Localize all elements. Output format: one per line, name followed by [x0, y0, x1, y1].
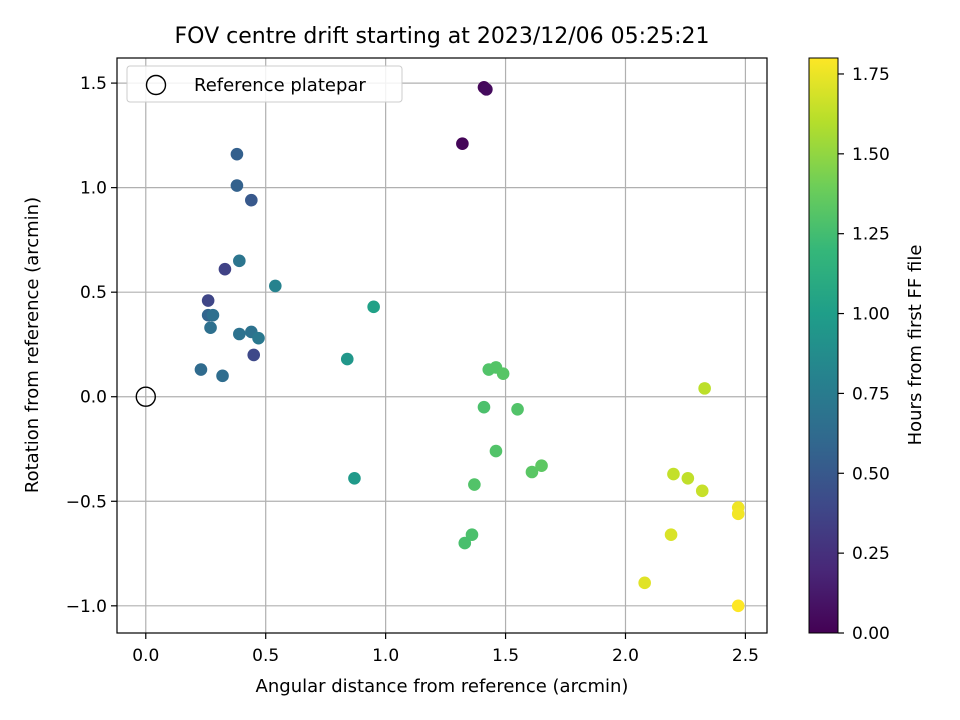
colorbar-ticks: 0.00 0.25 0.50 0.75 1.00 1.25 1.50 1.75	[838, 65, 890, 644]
x-tick-label: 1.0	[372, 646, 399, 666]
legend-label-reference-platepar: Reference platepar	[194, 75, 366, 96]
data-point	[496, 367, 510, 381]
colorbar-tick-label: 1.50	[852, 145, 890, 165]
data-point	[468, 478, 481, 491]
colorbar-gradient	[808, 57, 839, 634]
data-point	[252, 331, 265, 345]
data-point	[269, 279, 282, 293]
plot-frame	[116, 57, 768, 634]
colorbar-tick-label: 1.75	[852, 65, 890, 85]
legend: Reference platepar	[126, 65, 403, 103]
colorbar-tick-label: 1.25	[852, 225, 890, 245]
data-point	[218, 262, 232, 276]
data-point	[511, 402, 524, 416]
y-tick-label: −1.0	[66, 597, 107, 617]
data-point	[230, 179, 244, 192]
data-point	[525, 465, 539, 479]
x-tick-label: 2.0	[612, 646, 639, 666]
y-axis-ticks: −1.0 −0.5 0.0 0.5 1.0 1.5	[66, 74, 117, 617]
data-point	[340, 352, 354, 366]
colorbar: 0.00 0.25 0.50 0.75 1.00 1.25 1.50 1.75 Hours f…	[808, 57, 926, 644]
data-point	[695, 484, 709, 498]
x-axis-ticks: 0.0 0.5 1.0 1.5 2.0 2.5	[132, 633, 759, 666]
data-point	[233, 327, 246, 341]
data-point	[201, 294, 215, 307]
data-point	[245, 193, 258, 207]
data-point	[348, 471, 361, 485]
data-point	[535, 459, 548, 473]
data-point	[731, 507, 745, 521]
y-axis-label: Rotation from reference (arcmin)	[22, 197, 43, 493]
data-point	[204, 321, 217, 335]
data-point	[698, 382, 711, 395]
legend-marker-reference-platepar	[145, 74, 167, 96]
data-point	[638, 576, 651, 590]
colorbar-tick-label: 0.50	[852, 464, 890, 484]
reference-platepar-marker	[135, 386, 156, 407]
data-point	[480, 83, 493, 96]
gridlines	[117, 58, 767, 633]
colorbar-tick-label: 0.25	[852, 544, 890, 564]
data-point	[456, 137, 469, 151]
data-point	[465, 528, 479, 542]
data-point	[233, 254, 246, 268]
x-axis-label: Angular distance from reference (arcmin)	[256, 676, 629, 697]
data-point	[206, 308, 220, 322]
data-point	[667, 467, 680, 481]
x-tick-label: 0.0	[132, 646, 159, 666]
data-points	[135, 80, 745, 613]
y-tick-label: 1.0	[80, 179, 107, 199]
y-tick-label: 0.5	[80, 283, 107, 303]
data-point	[664, 528, 678, 542]
y-tick-label: 1.5	[80, 74, 107, 94]
colorbar-tick-label: 0.00	[852, 624, 890, 644]
data-point	[216, 369, 229, 383]
x-tick-label: 1.5	[492, 646, 519, 666]
legend-box	[126, 65, 403, 103]
data-point	[681, 471, 695, 485]
data-point	[731, 599, 745, 613]
data-point	[489, 444, 503, 458]
colorbar-tick-label: 1.00	[852, 305, 890, 325]
chart-title: FOV centre drift starting at 2023/12/06 …	[175, 24, 710, 49]
x-tick-label: 2.5	[732, 646, 759, 666]
colorbar-tick-label: 0.75	[852, 384, 890, 404]
colorbar-label: Hours from first FF file	[905, 245, 926, 446]
y-tick-label: −0.5	[66, 492, 107, 512]
data-point	[477, 400, 491, 414]
data-point	[194, 363, 208, 376]
data-point	[230, 147, 244, 161]
x-tick-label: 0.5	[252, 646, 279, 666]
data-point	[247, 348, 261, 362]
data-point	[458, 536, 472, 550]
data-point	[367, 300, 380, 314]
y-tick-label: 0.0	[80, 388, 107, 408]
